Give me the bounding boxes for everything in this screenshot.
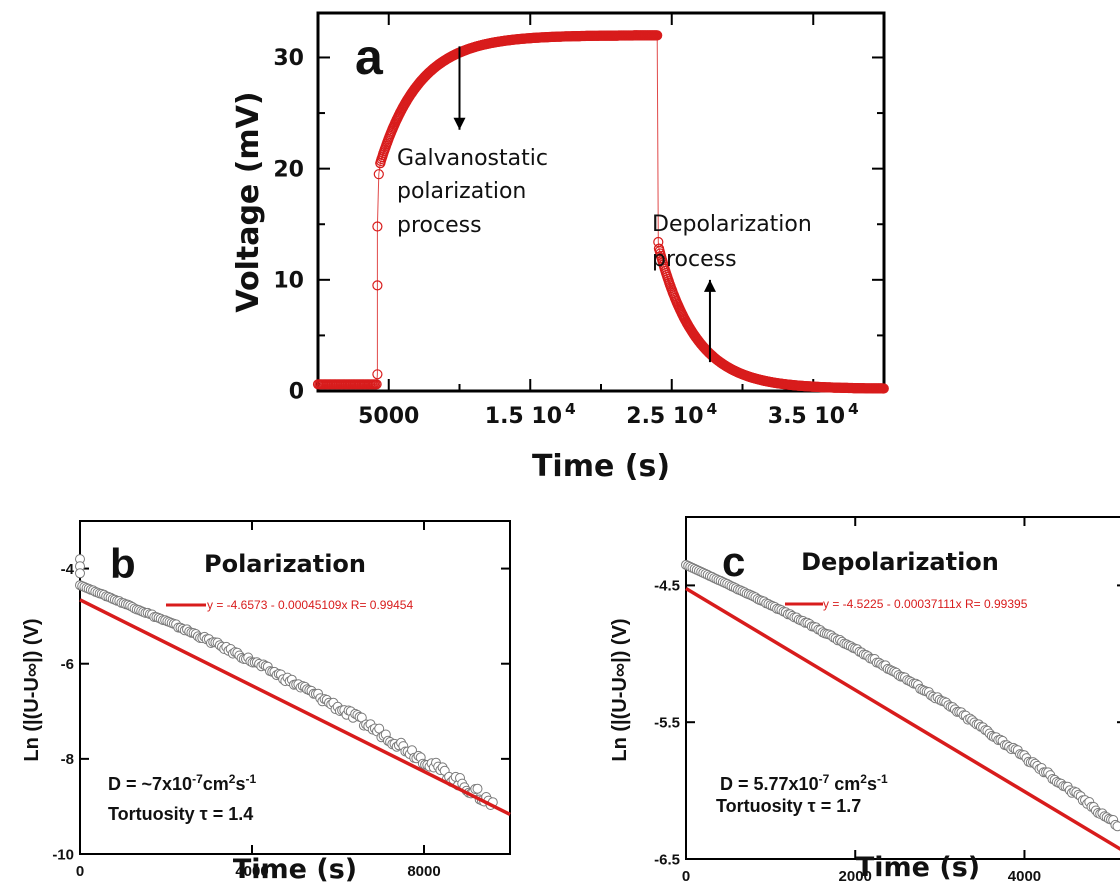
panel-b-title: Polarization	[204, 550, 366, 578]
text-run: cm	[829, 774, 860, 794]
panel-c-ylabel: Ln (|(U-U∞|) (V)	[609, 618, 631, 761]
panel-b-point	[472, 783, 483, 794]
panel-a-arrowhead-0	[453, 117, 466, 130]
panel-a-annotations: Galvanostatic polarization process Depolari…	[397, 46, 812, 363]
panel-c-fit: y = -4.5225 - 0.00037111x R= 0.99395	[685, 586, 1120, 851]
panel-c-points	[681, 559, 1120, 832]
panel-a-annotation-1-line-2: process	[397, 213, 482, 238]
panel-b-ytick-label-3: -10	[52, 846, 74, 863]
panel-a-arrowhead-1	[703, 279, 716, 292]
panel-b-diffusion-text: D = ~7x10-7cm2s-1	[108, 772, 256, 794]
panel-a-point	[878, 383, 889, 394]
panel-c-xtick-label-2: 4000	[1008, 868, 1041, 885]
panel-a-xtick-label-0: 5000	[358, 404, 419, 429]
panel-c-label: c	[722, 538, 745, 585]
superscript: -1	[877, 772, 888, 786]
panel-c-xtick-label-0: 0	[682, 868, 690, 885]
panel-a-label: a	[355, 29, 384, 85]
panel-b-xtick-label-2: 8000	[407, 863, 440, 880]
panel-a-chart: 5000 1.5 10 4 2.5 10 4 3.5 10 4 0 10 20 30 Galvano…	[231, 11, 889, 484]
panel-a-xtick-label-2: 2.5 10 4	[626, 400, 717, 429]
text-run: D = 5.77x10	[720, 774, 819, 794]
panel-a-point	[372, 369, 383, 380]
panel-a-ticks: 5000 1.5 10 4 2.5 10 4 3.5 10 4 0 10 20 30	[273, 13, 885, 429]
panel-b-point	[75, 568, 85, 579]
panel-a-annotation-2-line-1: process	[652, 247, 737, 272]
panel-b-xlabel: Time (s)	[233, 854, 357, 885]
panel-b-ytick-label-2: -8	[61, 751, 74, 768]
panel-a-ytick-label-2: 20	[273, 157, 304, 182]
panel-a-ytick-label-3: 30	[273, 46, 304, 71]
panel-c-ytick-label-0: -4.5	[654, 578, 680, 595]
text-run: D = ~7x10	[108, 774, 192, 794]
panel-a-point	[371, 379, 382, 390]
panel-c-frame	[685, 516, 1120, 860]
panel-b-ticks: 0 4000 8000 -4 -6 -8 -10	[52, 521, 510, 880]
panel-b-fit-line	[79, 598, 511, 816]
superscript: -1	[245, 772, 256, 786]
panel-b-tortuosity-text: Tortuosity τ = 1.4	[108, 804, 253, 824]
panel-a-xtick-label-3: 3.5 10 4	[768, 400, 859, 429]
panel-c-ticks: 0 2000 4000 -4.5 -5.5 -6.5	[654, 517, 1120, 885]
panel-b-fit-label: y = -4.6573 - 0.00045109x R= 0.99454	[207, 598, 413, 612]
panel-a-point	[652, 30, 663, 41]
panel-b-points	[75, 554, 498, 810]
panel-b-ytick-label-0: -4	[61, 561, 75, 578]
panel-c-ytick-label-2: -6.5	[654, 851, 680, 868]
panel-b-label: b	[110, 540, 136, 587]
panel-b-xtick-label-1: 4000	[235, 863, 268, 880]
panel-a-xlabel: Time (s)	[532, 449, 670, 484]
panel-a-ylabel: Voltage (mV)	[231, 91, 266, 312]
panel-c-title: Depolarization	[801, 548, 999, 576]
panel-c-ytick-label-1: -5.5	[654, 714, 680, 731]
text-run: s	[867, 774, 877, 794]
panel-c-fit-line	[685, 586, 1120, 851]
superscript: 2	[860, 772, 867, 786]
panel-a-ytick-label-1: 10	[273, 269, 304, 294]
panel-c-xlabel: Time (s)	[856, 852, 980, 883]
panel-b-chart: 0 4000 8000 -4 -6 -8 -10 y = -4.6573 - 0.00045…	[21, 520, 511, 885]
superscript: 2	[229, 772, 236, 786]
panel-a-annotation-2-line-0: Depolarization	[652, 212, 812, 237]
text-run: s	[235, 774, 245, 794]
panel-c-xtick-label-1: 2000	[839, 868, 872, 885]
panel-a-ytick-label-0: 0	[289, 380, 304, 405]
panel-c-point	[1112, 821, 1120, 832]
panel-b-frame	[79, 520, 511, 855]
panel-a-annotation-1-line-0: Galvanostatic	[397, 146, 548, 171]
panel-c-diffusion-text: D = 5.77x10-7 cm2s-1	[720, 772, 888, 794]
panel-b-xtick-label-0: 0	[76, 863, 84, 880]
panel-a-point	[372, 221, 383, 232]
text-run: cm	[203, 774, 229, 794]
panel-a-xtick-label-1: 1.5 10 4	[485, 400, 576, 429]
superscript: -7	[819, 772, 830, 786]
panel-b-fit: y = -4.6573 - 0.00045109x R= 0.99454	[79, 598, 511, 816]
panel-c-chart: 0 2000 4000 -4.5 -5.5 -6.5 y = -4.5225 - 0.00…	[609, 516, 1120, 885]
superscript: -7	[192, 772, 203, 786]
panel-b-ylabel: Ln (|(U-U∞|) (V)	[21, 618, 43, 761]
panel-c-tortuosity-text: Tortuosity τ = 1.7	[716, 796, 861, 816]
panel-a-annotation-1-line-1: polarization	[397, 179, 526, 204]
panel-a-points	[312, 30, 889, 394]
panel-c-fit-label: y = -4.5225 - 0.00037111x R= 0.99395	[823, 597, 1028, 611]
panel-a-point	[372, 280, 383, 291]
panel-b-ytick-label-1: -6	[61, 656, 74, 673]
panel-a-point	[373, 169, 384, 180]
